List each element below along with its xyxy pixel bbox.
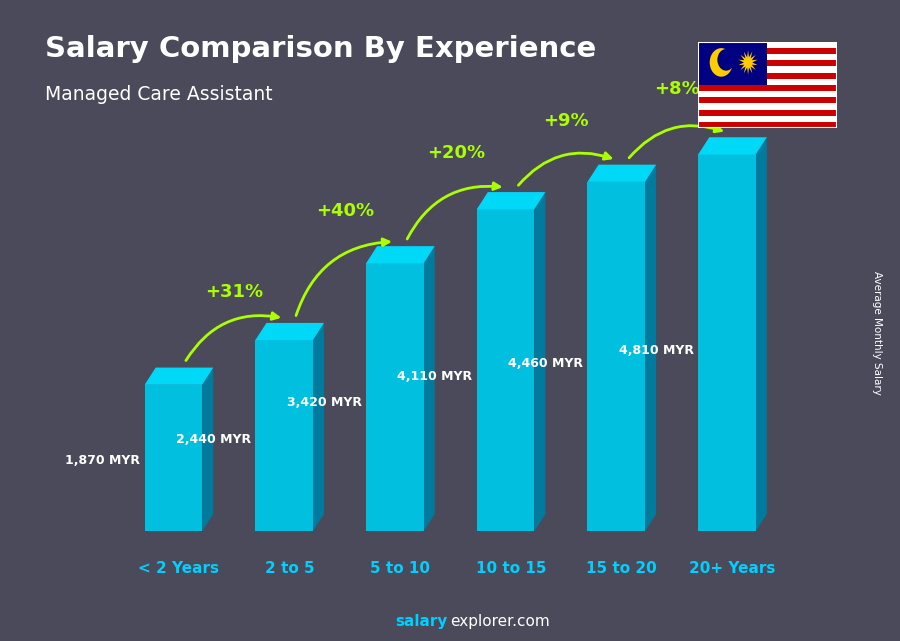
Polygon shape: [535, 192, 545, 531]
Circle shape: [717, 49, 734, 71]
Bar: [698, 110, 837, 116]
Text: Salary Comparison By Experience: Salary Comparison By Experience: [45, 35, 596, 63]
Text: 4,460 MYR: 4,460 MYR: [508, 357, 583, 370]
Bar: [698, 42, 837, 48]
Polygon shape: [145, 367, 213, 385]
Polygon shape: [739, 50, 758, 74]
Polygon shape: [424, 246, 435, 531]
Polygon shape: [313, 323, 324, 531]
Text: +31%: +31%: [205, 283, 264, 301]
Text: +8%: +8%: [654, 80, 700, 98]
Text: salary: salary: [395, 615, 447, 629]
Bar: [698, 85, 837, 91]
Polygon shape: [756, 137, 767, 531]
Text: 2 to 5: 2 to 5: [265, 561, 314, 576]
Bar: [256, 340, 313, 531]
Text: 4,810 MYR: 4,810 MYR: [619, 344, 694, 357]
Polygon shape: [588, 165, 656, 182]
Circle shape: [710, 48, 733, 77]
Bar: [698, 67, 837, 72]
Text: < 2 Years: < 2 Years: [139, 561, 220, 576]
Text: 3,420 MYR: 3,420 MYR: [286, 396, 362, 409]
Text: +9%: +9%: [544, 112, 590, 129]
Polygon shape: [645, 165, 656, 531]
Text: +20%: +20%: [427, 144, 485, 162]
Text: Average Monthly Salary: Average Monthly Salary: [872, 271, 883, 395]
Text: Managed Care Assistant: Managed Care Assistant: [45, 85, 273, 104]
Bar: [698, 103, 837, 110]
Bar: [698, 79, 837, 85]
Bar: [698, 48, 837, 54]
Bar: [698, 60, 837, 67]
Polygon shape: [366, 246, 435, 263]
Bar: [698, 116, 837, 122]
Bar: [698, 54, 837, 60]
Text: 1,870 MYR: 1,870 MYR: [65, 454, 140, 467]
Bar: [698, 122, 837, 128]
Text: 10 to 15: 10 to 15: [476, 561, 546, 576]
Polygon shape: [256, 323, 324, 340]
Text: 4,110 MYR: 4,110 MYR: [397, 370, 472, 383]
Bar: [698, 154, 756, 531]
Bar: [477, 210, 535, 531]
Text: +40%: +40%: [316, 202, 374, 220]
Bar: [698, 91, 837, 97]
Bar: [145, 385, 202, 531]
Bar: [698, 42, 767, 85]
Text: 20+ Years: 20+ Years: [689, 561, 776, 576]
Polygon shape: [698, 137, 767, 154]
Polygon shape: [202, 367, 213, 531]
Bar: [698, 72, 837, 79]
Bar: [366, 263, 424, 531]
Text: 2,440 MYR: 2,440 MYR: [176, 433, 251, 446]
Bar: [698, 97, 837, 103]
Polygon shape: [477, 192, 545, 210]
Text: 15 to 20: 15 to 20: [587, 561, 657, 576]
Text: 5 to 10: 5 to 10: [371, 561, 430, 576]
Text: explorer.com: explorer.com: [450, 615, 550, 629]
Bar: [588, 182, 645, 531]
